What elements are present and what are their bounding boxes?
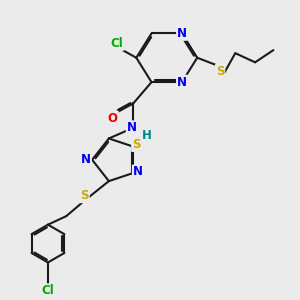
Text: O: O	[108, 112, 118, 124]
Text: N: N	[81, 153, 91, 166]
Text: Cl: Cl	[111, 37, 124, 50]
Text: S: S	[216, 65, 224, 78]
Text: N: N	[177, 27, 187, 40]
Text: H: H	[142, 129, 152, 142]
Text: N: N	[127, 121, 137, 134]
Text: Cl: Cl	[42, 284, 54, 297]
Text: N: N	[177, 76, 187, 88]
Text: S: S	[132, 138, 140, 151]
Text: S: S	[80, 189, 89, 202]
Text: N: N	[133, 166, 143, 178]
